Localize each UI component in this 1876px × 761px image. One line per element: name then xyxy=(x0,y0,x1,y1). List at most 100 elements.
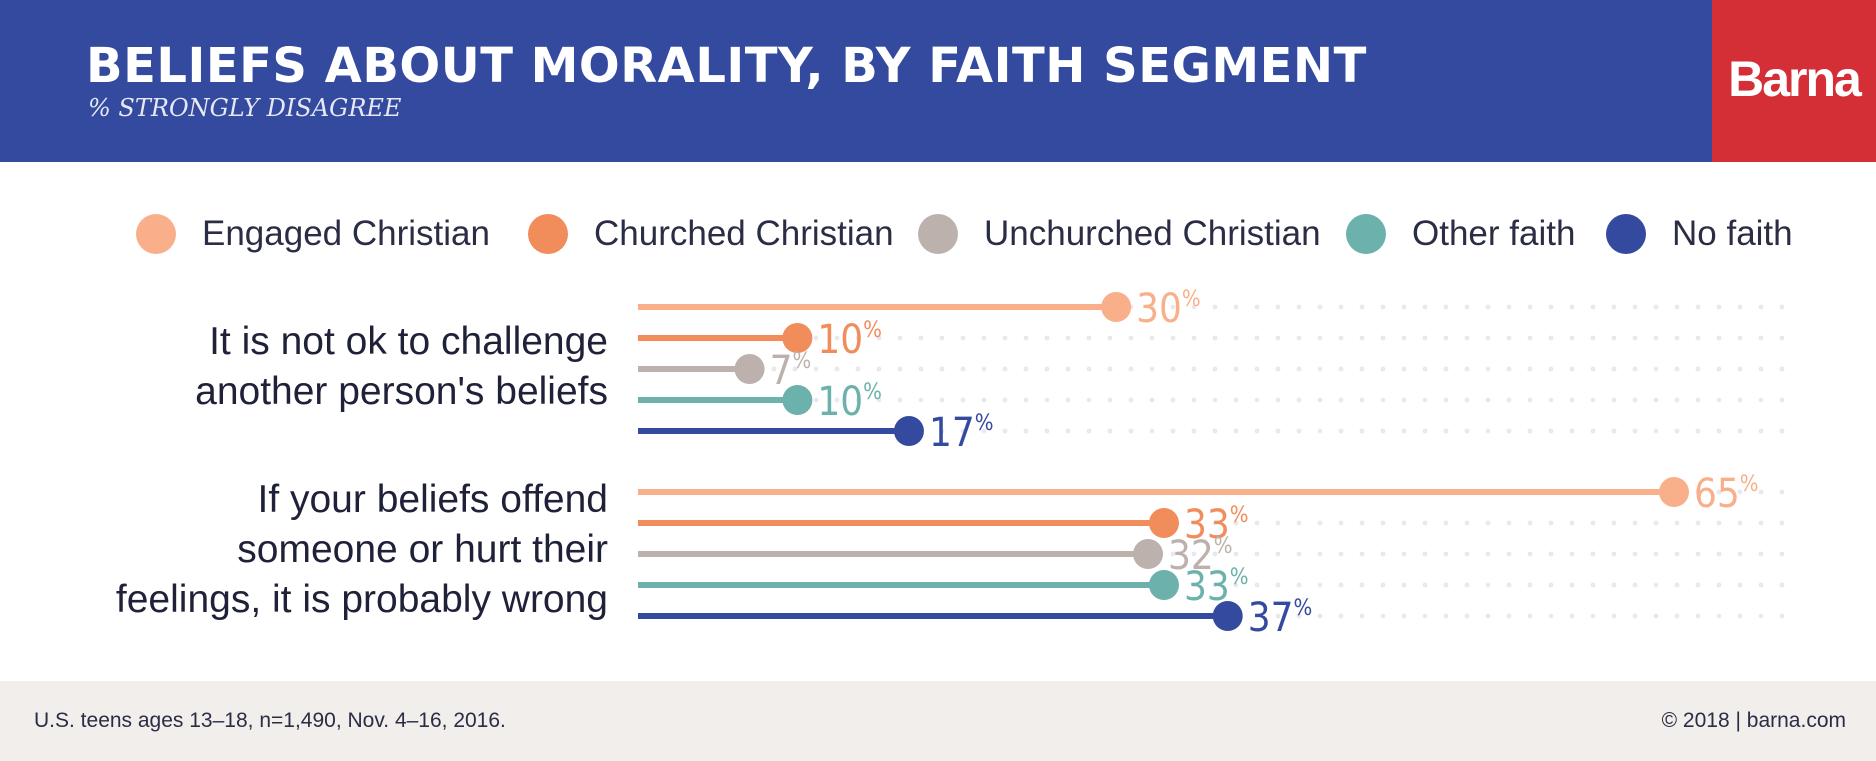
grid-dot xyxy=(1464,520,1470,526)
grid-dot xyxy=(960,397,966,403)
legend-label-unchurched-christian: Unchurched Christian xyxy=(984,214,1321,253)
grid-dot xyxy=(1422,366,1428,372)
grid-dot xyxy=(1359,335,1365,341)
grid-dot xyxy=(1737,582,1743,588)
grid-dot xyxy=(1506,613,1512,619)
grid-dot xyxy=(1380,428,1386,434)
grid-dot xyxy=(1191,551,1197,557)
barna-logo[interactable]: Barna xyxy=(1712,0,1876,162)
grid-dot xyxy=(1653,397,1659,403)
grid-dot xyxy=(1044,397,1050,403)
grid-dot xyxy=(918,366,924,372)
grid-dot xyxy=(1191,520,1197,526)
value-number: 65 xyxy=(1694,471,1740,517)
grid-dot xyxy=(1338,551,1344,557)
copyright[interactable]: © 2018 | barna.com xyxy=(1661,709,1846,732)
grid-dot xyxy=(1317,520,1323,526)
grid-dot xyxy=(1611,397,1617,403)
grid-dot xyxy=(1317,397,1323,403)
grid-dot xyxy=(1716,520,1722,526)
grid-dot xyxy=(1506,304,1512,310)
legend-label-other-faith: Other faith xyxy=(1412,214,1576,253)
grid-dot xyxy=(939,397,945,403)
legend-dot-engaged-christian xyxy=(136,214,176,254)
grid-dot xyxy=(1275,366,1281,372)
grid-dot xyxy=(960,366,966,372)
grid-dot xyxy=(855,335,861,341)
legend-label-churched-christian: Churched Christian xyxy=(594,214,894,253)
grid-dot xyxy=(939,366,945,372)
grid-dot xyxy=(834,335,840,341)
grid-dot xyxy=(1380,551,1386,557)
grid-dot xyxy=(1401,335,1407,341)
grid-dot xyxy=(1170,304,1176,310)
grid-dot xyxy=(1275,613,1281,619)
grid-dot xyxy=(1149,428,1155,434)
grid-dot xyxy=(939,428,945,434)
grid-dot xyxy=(1527,582,1533,588)
grid-dot xyxy=(1233,520,1239,526)
grid-dot xyxy=(1506,551,1512,557)
grid-dot xyxy=(1296,366,1302,372)
grid-dot xyxy=(1401,613,1407,619)
grid-dot xyxy=(771,366,777,372)
grid-dot xyxy=(1317,335,1323,341)
grid-dot xyxy=(1254,551,1260,557)
grid-dot xyxy=(1674,335,1680,341)
grid-dot xyxy=(1233,335,1239,341)
grid-dot xyxy=(1296,582,1302,588)
legend-other-faith: Other faith xyxy=(1346,210,1575,258)
grid-dot xyxy=(1548,551,1554,557)
grid-dot xyxy=(1485,366,1491,372)
bar-end-dot-0-1 xyxy=(782,323,813,353)
grid-dot xyxy=(1254,613,1260,619)
grid-dot xyxy=(1695,366,1701,372)
grid-dot xyxy=(1275,304,1281,310)
value-percent: % xyxy=(1214,534,1233,559)
grid-dot xyxy=(1380,520,1386,526)
legend-no-faith: No faith xyxy=(1606,210,1793,258)
value-label-1-4: 37% xyxy=(1248,595,1313,641)
value-percent: % xyxy=(1740,472,1759,497)
grid-dot xyxy=(1758,520,1764,526)
grid-dot xyxy=(1296,520,1302,526)
grid-dot xyxy=(1275,582,1281,588)
grid-dot xyxy=(1653,520,1659,526)
bar-end-dot-0-2 xyxy=(734,354,765,384)
grid-dot xyxy=(1296,335,1302,341)
value-percent: % xyxy=(1230,565,1249,590)
grid-dot xyxy=(813,366,819,372)
grid-dot xyxy=(1107,366,1113,372)
grid-dot xyxy=(1254,428,1260,434)
grid-dot xyxy=(1716,304,1722,310)
grid-dot xyxy=(1359,428,1365,434)
question-1-line-1: It is not ok to challenge xyxy=(209,320,608,363)
grid-dot xyxy=(1422,335,1428,341)
bar-end-dot-0-3 xyxy=(782,385,813,415)
grid-dot xyxy=(1464,582,1470,588)
bar-end-dot-1-4 xyxy=(1212,601,1243,631)
grid-dot xyxy=(1632,428,1638,434)
grid-dot xyxy=(1359,551,1365,557)
grid-dot xyxy=(1632,551,1638,557)
grid-dot xyxy=(1485,304,1491,310)
grid-dot xyxy=(1779,304,1785,310)
grid-dot xyxy=(1695,613,1701,619)
grid-dot xyxy=(1380,613,1386,619)
bar-end-dot-1-3 xyxy=(1148,570,1179,600)
grid-dot xyxy=(1779,582,1785,588)
source-note: U.S. teens ages 13–18, n=1,490, Nov. 4–1… xyxy=(34,709,506,732)
grid-dot xyxy=(981,366,987,372)
grid-dot xyxy=(1737,335,1743,341)
grid-dot xyxy=(1191,428,1197,434)
grid-dot xyxy=(1527,613,1533,619)
grid-dot xyxy=(960,335,966,341)
bar-end-dot-0-4 xyxy=(893,416,924,446)
grid-dot xyxy=(1464,397,1470,403)
grid-dot xyxy=(1254,335,1260,341)
grid-dot xyxy=(1212,520,1218,526)
value-label-1-3: 33% xyxy=(1184,564,1249,610)
grid-dot xyxy=(1443,335,1449,341)
grid-dot xyxy=(1401,520,1407,526)
grid-dot xyxy=(1380,335,1386,341)
